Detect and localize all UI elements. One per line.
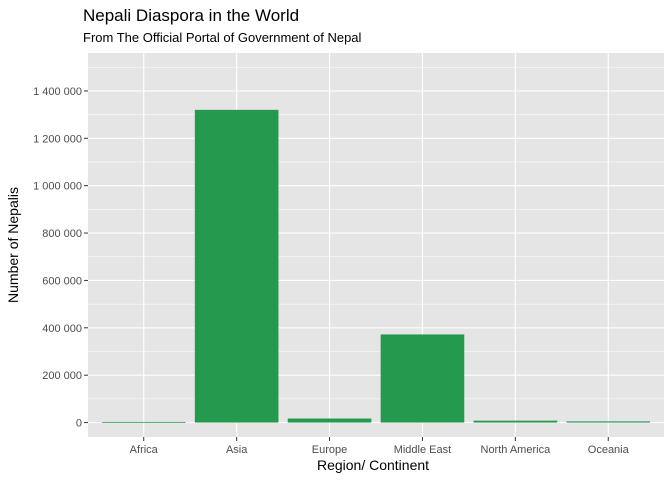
y-tick-label: 1 200 000 xyxy=(33,133,82,145)
bar-middle-east xyxy=(380,334,465,423)
bar-africa xyxy=(101,421,186,423)
x-axis: Africa Asia Europe Middle East North America… xyxy=(130,437,630,456)
x-tick-label: Oceania xyxy=(588,444,630,456)
x-tick-label: Asia xyxy=(226,444,248,456)
x-tick-label: North America xyxy=(481,444,552,456)
y-tick-label: 1 000 000 xyxy=(33,181,82,193)
x-tick-label: Africa xyxy=(130,444,159,456)
bar-europe xyxy=(287,418,372,423)
y-tick-label: 800 000 xyxy=(42,228,82,240)
x-tick-label: Europe xyxy=(312,444,347,456)
bar-north-america xyxy=(473,420,558,423)
plot-panel xyxy=(88,53,664,437)
x-axis-title: Region/ Continent xyxy=(317,457,429,473)
y-axis-title: Number of Nepalis xyxy=(5,187,21,303)
y-tick-label: 0 xyxy=(76,418,82,430)
x-tick-label: Middle East xyxy=(394,444,451,456)
chart-title: Nepali Diaspora in the World xyxy=(83,6,299,25)
y-tick-label: 600 000 xyxy=(42,275,82,287)
bar-oceania xyxy=(566,421,651,423)
y-tick-label: 400 000 xyxy=(42,323,82,335)
y-axis: 0 200 000 400 000 600 000 800 000 1 000 000 1 … xyxy=(33,86,88,430)
y-tick-label: 1 400 000 xyxy=(33,86,82,98)
y-tick-label: 200 000 xyxy=(42,370,82,382)
chart-subtitle: From The Official Portal of Government o… xyxy=(83,30,362,45)
grid-minor xyxy=(88,66,664,400)
bars xyxy=(101,109,651,423)
bar-asia xyxy=(194,109,279,423)
